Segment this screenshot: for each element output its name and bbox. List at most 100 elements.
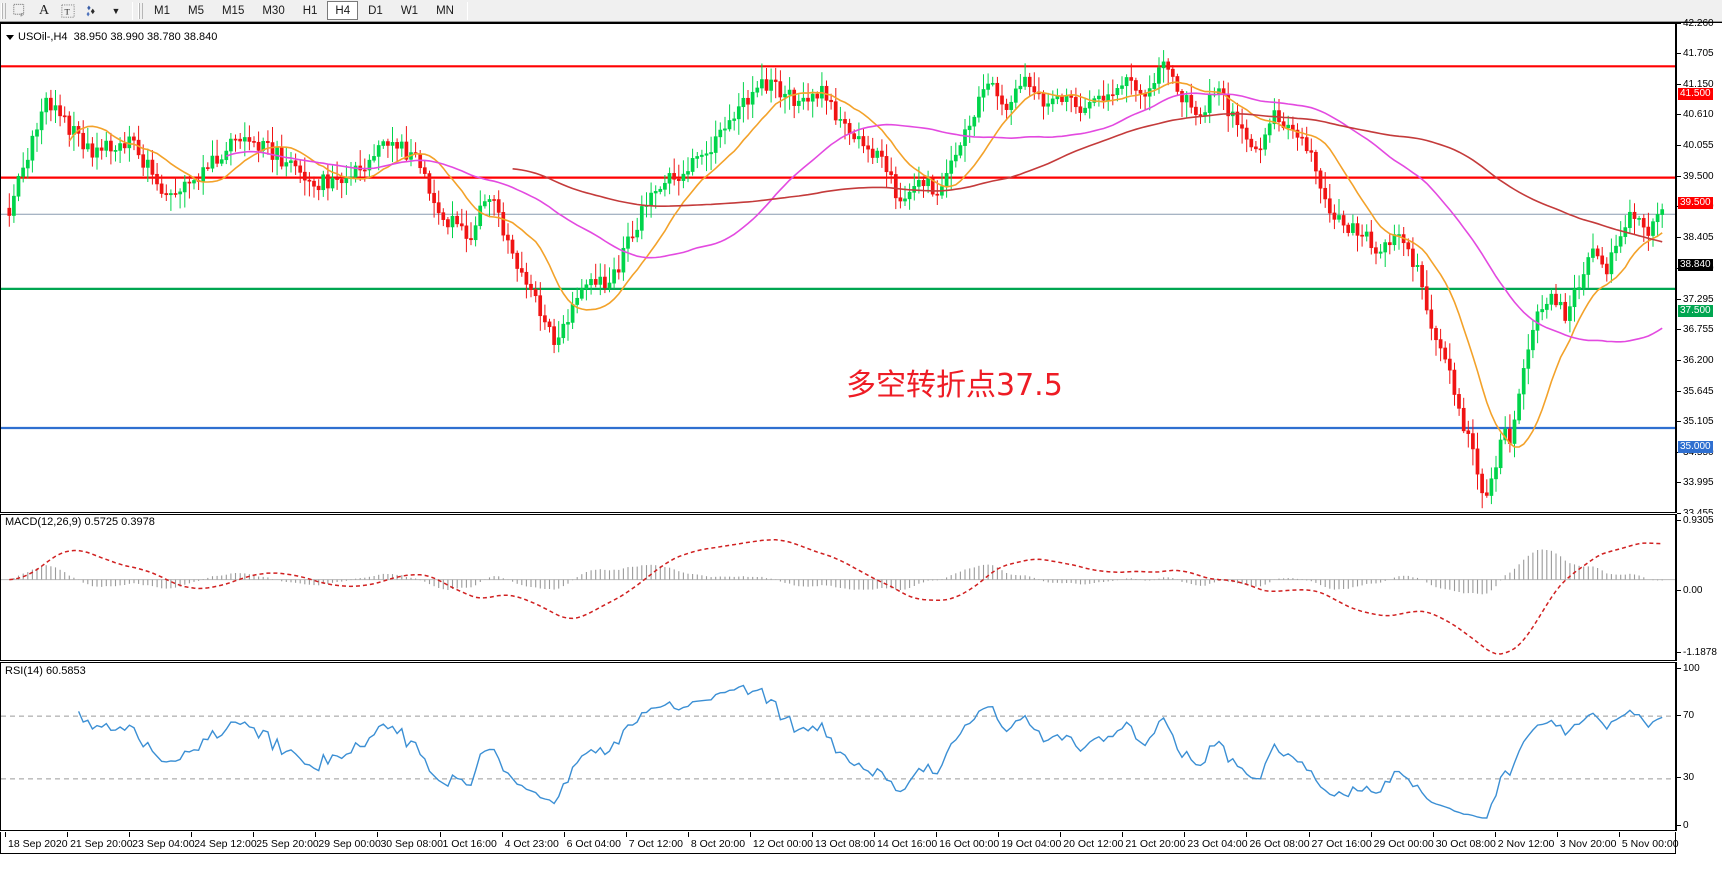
timeframe-w1[interactable]: W1 bbox=[400, 4, 419, 17]
price-axis-tick: 41.150 bbox=[1677, 79, 1722, 90]
candle bbox=[1152, 73, 1157, 96]
rsi-panel[interactable] bbox=[0, 662, 1676, 831]
time-axis[interactable]: 18 Sep 2020 21 Sep 20:00 23 Sep 04:00 24 Se… bbox=[0, 832, 1679, 854]
time-axis-tick bbox=[67, 832, 69, 837]
candle bbox=[349, 162, 353, 186]
candle bbox=[367, 154, 372, 179]
candle bbox=[446, 217, 450, 235]
candle bbox=[395, 138, 399, 162]
candle bbox=[1120, 76, 1124, 95]
symbol-info-row[interactable]: USOil-,H4 38.950 38.990 38.780 38.840 bbox=[6, 31, 217, 43]
chevron-down-icon[interactable]: ▼ bbox=[111, 5, 121, 16]
candle bbox=[663, 175, 667, 197]
candle bbox=[132, 132, 136, 151]
candle bbox=[635, 217, 640, 243]
candle bbox=[358, 150, 363, 181]
objects-icon[interactable] bbox=[81, 1, 103, 21]
candle bbox=[141, 144, 146, 176]
candle bbox=[801, 82, 806, 110]
price-level-badge[interactable]: 38.840 bbox=[1678, 259, 1713, 271]
timeframe-h4[interactable]: H4 bbox=[327, 1, 359, 20]
time-axis-label: 6 Oct 04:00 bbox=[566, 838, 621, 850]
candle bbox=[422, 160, 427, 177]
time-axis-label: 14 Oct 16:00 bbox=[877, 838, 938, 850]
price-axis[interactable]: 42.26041.70541.15040.61040.05539.50038.9… bbox=[1676, 18, 1722, 519]
moving-average-line bbox=[512, 113, 1663, 243]
candle bbox=[76, 121, 81, 147]
candle bbox=[621, 236, 626, 281]
candle bbox=[215, 139, 219, 168]
candle bbox=[1323, 172, 1328, 208]
candle bbox=[1563, 293, 1568, 324]
time-axis-label: 1 Oct 16:00 bbox=[442, 838, 497, 850]
price-level-badge[interactable]: 35.000 bbox=[1678, 441, 1713, 453]
timeframe-h1[interactable]: H1 bbox=[302, 4, 318, 17]
timeframe-m1[interactable]: M1 bbox=[154, 4, 170, 17]
candle bbox=[1466, 420, 1471, 448]
timeframe-m5[interactable]: M5 bbox=[187, 4, 204, 17]
candle bbox=[1387, 233, 1392, 255]
candle bbox=[233, 134, 238, 152]
candle bbox=[958, 142, 963, 159]
price-axis-tick: 40.055 bbox=[1677, 140, 1722, 151]
candle bbox=[1628, 199, 1632, 234]
price-level-badge[interactable]: 41.500 bbox=[1678, 88, 1713, 100]
time-axis-tick bbox=[129, 832, 131, 837]
macd-axis[interactable]: 0.9305 0.00 -1.1878 bbox=[1676, 514, 1722, 661]
candle bbox=[1286, 115, 1291, 140]
candle bbox=[570, 291, 575, 329]
candle bbox=[279, 134, 284, 170]
candle bbox=[676, 164, 681, 196]
candle bbox=[169, 189, 173, 211]
candle bbox=[1438, 328, 1443, 362]
candle bbox=[598, 263, 603, 296]
label-tool-icon[interactable]: T bbox=[57, 1, 79, 21]
timeframe-m15[interactable]: M15 bbox=[221, 4, 245, 17]
timeframe-m30[interactable]: M30 bbox=[262, 4, 285, 17]
candle bbox=[833, 88, 838, 125]
candle bbox=[35, 122, 39, 152]
candle bbox=[381, 139, 386, 149]
candle bbox=[1646, 212, 1651, 251]
collapse-caret-icon[interactable] bbox=[6, 34, 14, 40]
candle bbox=[247, 125, 252, 151]
candle bbox=[704, 141, 709, 172]
toolbar-drag-grip[interactable] bbox=[1, 2, 6, 19]
timeframe-d1[interactable]: D1 bbox=[368, 4, 383, 17]
crosshair-icon[interactable]: F bbox=[9, 1, 31, 21]
candle bbox=[566, 309, 570, 341]
timeframe-drag-grip[interactable] bbox=[138, 2, 143, 19]
price-level-badge[interactable]: 37.500 bbox=[1678, 305, 1713, 317]
time-axis-label: 5 Nov 00:00 bbox=[1621, 838, 1679, 850]
macd-signal-line bbox=[9, 539, 1663, 655]
candle bbox=[1244, 119, 1249, 153]
candle bbox=[501, 202, 506, 242]
text-tool-icon[interactable]: A bbox=[38, 2, 50, 18]
candle bbox=[1544, 297, 1549, 319]
candle bbox=[473, 216, 478, 247]
time-axis-label: 25 Sep 20:00 bbox=[256, 838, 319, 850]
candle bbox=[1018, 74, 1023, 93]
macd-panel[interactable] bbox=[0, 514, 1676, 661]
candle bbox=[810, 88, 815, 118]
candle bbox=[930, 174, 935, 197]
rsi-axis-tick: 70 bbox=[1677, 710, 1722, 721]
candle bbox=[284, 147, 289, 177]
rsi-axis[interactable]: 100 70 30 0 bbox=[1676, 662, 1722, 831]
candle bbox=[238, 133, 242, 149]
candle bbox=[1166, 58, 1171, 86]
time-axis-tick bbox=[1370, 832, 1372, 837]
price-level-badge[interactable]: 39.500 bbox=[1678, 197, 1713, 209]
candle bbox=[1184, 91, 1189, 119]
price-candles-svg bbox=[1, 50, 1675, 509]
macd-axis-tick: -1.1878 bbox=[1677, 647, 1722, 658]
candle bbox=[229, 133, 233, 166]
time-axis-label: 12 Oct 00:00 bbox=[752, 838, 813, 850]
timeframe-mn[interactable]: MN bbox=[436, 4, 454, 17]
candle bbox=[302, 157, 307, 196]
candle bbox=[330, 165, 335, 192]
candle bbox=[464, 210, 469, 253]
candle bbox=[390, 127, 395, 163]
candle bbox=[977, 86, 981, 123]
price-panel[interactable] bbox=[0, 23, 1676, 513]
